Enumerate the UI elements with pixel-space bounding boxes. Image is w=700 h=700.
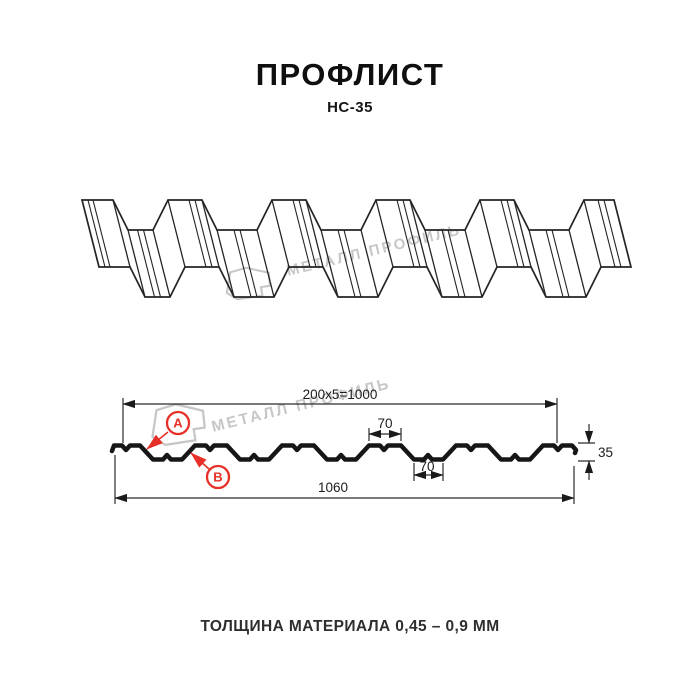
dimension-label-height-35: 35 — [598, 445, 613, 460]
callout-b-letter: В — [213, 470, 222, 485]
callout-b: В — [190, 452, 231, 490]
callout-a: А — [146, 410, 191, 450]
dimension-label-crest-70: 70 — [377, 416, 392, 431]
section-profile-line — [109, 443, 579, 462]
thickness-note: ТОЛЩИНА МАТЕРИАЛА 0,45 – 0,9 ММ — [200, 618, 500, 635]
fold-lines — [112, 199, 602, 298]
cross-section-drawing: 200x5=1000 70 70 35 1060 А В — [109, 387, 613, 504]
dimension-lines — [114, 398, 595, 504]
dimension-label-valley-70: 70 — [419, 459, 434, 474]
product-code: НС-35 — [327, 99, 373, 116]
profile-3d-drawing — [80, 199, 633, 298]
dimension-label-total-1060: 1060 — [318, 480, 348, 495]
watermark-logo-lower — [151, 403, 206, 447]
page-title: ПРОФЛИСТ — [255, 57, 445, 92]
dimension-label-modules: 200x5=1000 — [303, 387, 378, 402]
watermark-logo-upper — [225, 266, 272, 301]
rib-lines — [87, 199, 622, 298]
callout-a-letter: А — [173, 416, 183, 431]
